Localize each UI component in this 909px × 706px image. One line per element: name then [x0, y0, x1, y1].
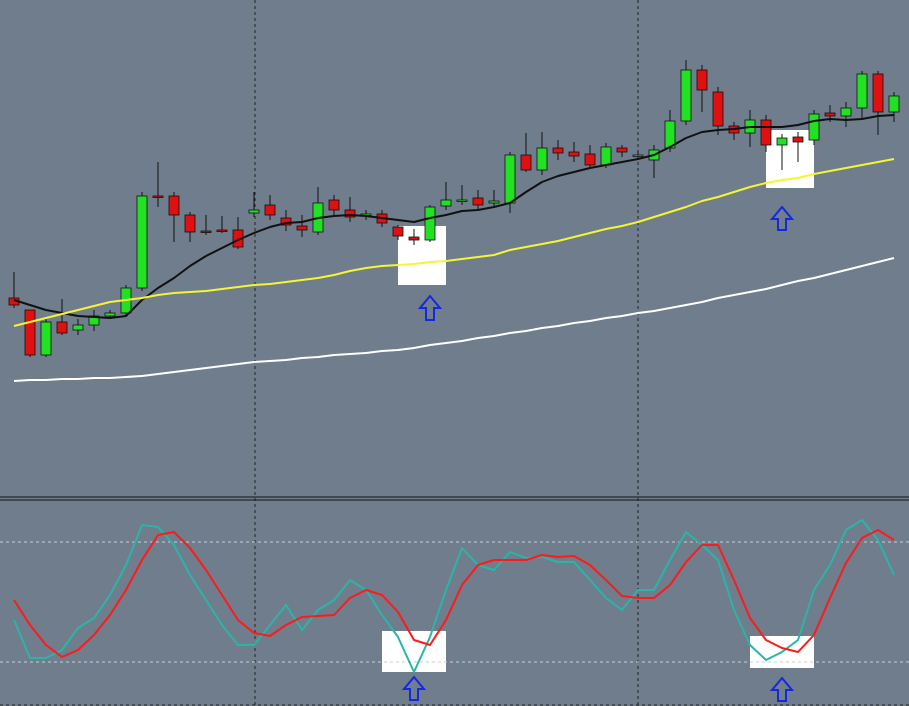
- candle-body: [408, 236, 420, 241]
- candle-body: [536, 147, 548, 171]
- candle-body: [824, 112, 836, 117]
- candle-body: [344, 209, 356, 218]
- candle-body: [296, 225, 308, 231]
- candle-body: [168, 195, 180, 216]
- highlight-box: [382, 631, 446, 672]
- candle-body: [456, 199, 468, 202]
- candle-body: [600, 146, 612, 166]
- candle-body: [440, 199, 452, 207]
- candle-body: [472, 197, 484, 206]
- candle-body: [584, 153, 596, 166]
- candle-body: [264, 204, 276, 216]
- candle-body: [280, 217, 292, 226]
- candle-body: [328, 199, 340, 211]
- candle-body: [872, 73, 884, 113]
- candle-body: [632, 154, 644, 157]
- oscillator-line: [13, 529, 895, 658]
- highlight-box: [398, 226, 446, 285]
- candle-body: [424, 206, 436, 241]
- arrows: [401, 205, 795, 702]
- up-arrow: [401, 675, 427, 701]
- candle-body: [808, 113, 820, 141]
- candle-body: [104, 312, 116, 317]
- candle-body: [40, 321, 52, 356]
- up-arrow: [769, 676, 795, 702]
- up-arrow: [769, 205, 795, 231]
- candle-body: [552, 147, 564, 154]
- candle-body: [680, 69, 692, 122]
- candle-body: [504, 154, 516, 204]
- moving-average: [13, 114, 895, 319]
- candle-body: [488, 200, 500, 204]
- candle-body: [136, 195, 148, 289]
- candle-body: [712, 91, 724, 127]
- candle-body: [72, 324, 84, 331]
- candle-body: [840, 107, 852, 117]
- candle-body: [152, 195, 164, 198]
- candle-body: [56, 321, 68, 334]
- candle-body: [216, 229, 228, 232]
- candle-body: [776, 137, 788, 146]
- candle-body: [520, 154, 532, 171]
- candle-body: [696, 69, 708, 91]
- candle-body: [568, 151, 580, 157]
- oscillator-line: [13, 519, 895, 673]
- candle-body: [760, 119, 772, 146]
- candle-body: [24, 309, 36, 356]
- candle-body: [888, 95, 900, 113]
- candle-body: [184, 214, 196, 233]
- moving-average: [13, 257, 895, 382]
- plot-area: [0, 60, 909, 673]
- candle-body: [248, 209, 260, 214]
- candle-body: [856, 73, 868, 109]
- candle-body: [616, 147, 628, 153]
- candle-body: [792, 136, 804, 143]
- candle-body: [200, 230, 212, 233]
- moving-average: [13, 158, 895, 327]
- candle-body: [392, 226, 404, 237]
- up-arrow: [417, 294, 443, 321]
